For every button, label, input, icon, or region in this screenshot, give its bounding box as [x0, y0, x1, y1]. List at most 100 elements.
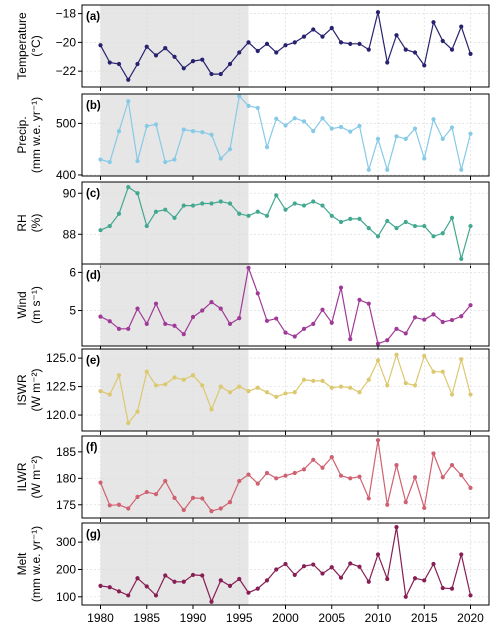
shaded-period: [100, 523, 249, 605]
y-tick-label: 300: [56, 535, 76, 549]
y-axis-label: ILWR: [15, 462, 29, 491]
y-tick-label: 400: [56, 168, 76, 182]
data-point: [431, 369, 436, 374]
y-tick-label: 175: [56, 498, 76, 512]
y-tick-label: 90: [63, 186, 77, 200]
data-point: [329, 455, 334, 460]
data-point: [255, 586, 260, 591]
data-point: [449, 462, 455, 468]
data-point: [375, 341, 381, 346]
data-point: [394, 226, 399, 231]
data-point: [311, 562, 316, 567]
data-point: [200, 383, 205, 388]
y-tick-label: 185: [56, 445, 76, 459]
data-point: [449, 586, 455, 591]
data-point: [227, 147, 233, 152]
data-point: [385, 218, 390, 224]
data-point: [283, 473, 288, 478]
y-tick-label: 122.5: [46, 380, 76, 394]
data-point: [274, 193, 279, 198]
data-point: [98, 157, 103, 162]
data-point: [144, 223, 149, 229]
data-point: [375, 10, 381, 15]
data-point: [144, 321, 149, 326]
data-point: [468, 131, 473, 136]
data-point: [468, 593, 473, 598]
data-point: [237, 211, 242, 216]
data-point: [274, 476, 279, 481]
data-point: [338, 285, 344, 290]
data-point: [227, 201, 233, 206]
data-point: [440, 585, 445, 591]
data-point: [468, 392, 473, 397]
y-axis-label: Wind: [15, 291, 29, 318]
data-point: [366, 301, 371, 306]
data-point: [255, 48, 260, 54]
data-point: [403, 331, 408, 336]
data-point: [190, 572, 196, 578]
y-tick-label: 180: [56, 471, 76, 485]
data-point: [246, 103, 251, 108]
data-point: [144, 123, 149, 129]
data-point: [431, 117, 436, 122]
data-point: [264, 41, 270, 46]
data-point: [320, 34, 325, 39]
data-point: [135, 494, 140, 499]
data-point: [172, 215, 177, 220]
data-point: [292, 390, 297, 395]
data-point: [348, 476, 353, 481]
x-tick-label: 2015: [411, 611, 438, 625]
data-point: [209, 132, 214, 137]
data-point: [163, 207, 168, 212]
data-point: [153, 209, 159, 214]
x-tick-label: 2005: [318, 611, 345, 625]
data-point: [375, 438, 381, 443]
data-point: [431, 20, 436, 25]
data-point: [135, 191, 140, 196]
data-point: [449, 392, 455, 397]
y-axis-label-units: (m s⁻¹): [29, 286, 43, 324]
data-point: [292, 40, 297, 45]
data-point: [264, 318, 270, 323]
data-point: [412, 50, 418, 55]
data-point: [209, 407, 214, 412]
data-point: [283, 391, 288, 396]
shaded-period: [100, 182, 249, 264]
data-point: [246, 213, 251, 218]
data-point: [264, 470, 270, 476]
data-point: [237, 384, 242, 389]
data-point: [116, 61, 122, 67]
data-point: [190, 129, 196, 134]
data-point: [209, 300, 214, 305]
data-point: [385, 338, 390, 343]
data-point: [126, 99, 131, 104]
data-point: [227, 583, 233, 588]
data-point: [412, 383, 418, 388]
data-point: [311, 457, 316, 462]
data-point: [237, 478, 242, 484]
data-point: [227, 390, 233, 395]
data-point: [126, 326, 131, 331]
data-point: [431, 234, 436, 239]
data-point: [357, 123, 362, 129]
data-point: [338, 40, 344, 45]
data-point: [246, 472, 251, 477]
data-point: [209, 599, 214, 604]
data-point: [153, 301, 159, 306]
shaded-period: [100, 349, 249, 431]
data-point: [459, 552, 464, 557]
data-point: [348, 561, 353, 566]
data-point: [283, 123, 288, 128]
data-point: [338, 575, 344, 580]
data-point: [144, 489, 149, 495]
data-point: [181, 332, 186, 337]
data-point: [163, 321, 168, 326]
data-point: [144, 584, 149, 589]
data-point: [338, 473, 344, 478]
data-point: [274, 394, 279, 399]
data-point: [338, 219, 344, 225]
data-point: [320, 116, 325, 121]
data-point: [153, 492, 159, 497]
data-point: [348, 337, 353, 342]
